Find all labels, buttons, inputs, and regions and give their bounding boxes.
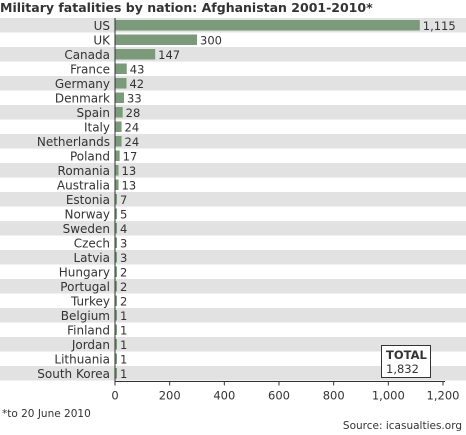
bar (115, 339, 117, 350)
value-label: 4 (120, 222, 127, 236)
value-label: 17 (123, 149, 138, 163)
bar (115, 20, 420, 31)
value-label: 42 (129, 77, 144, 91)
value-label: 28 (126, 106, 141, 120)
x-tick-label: 800 (323, 389, 345, 403)
category-label: UK (93, 33, 111, 47)
source-note: Source: icasualties.org (342, 420, 462, 432)
category-label: Hungary (59, 265, 110, 279)
bar (115, 179, 119, 190)
bar (115, 353, 117, 364)
bar (115, 252, 117, 263)
bar (115, 310, 117, 321)
value-label: 147 (158, 48, 180, 62)
category-label: France (70, 62, 110, 76)
row-stripe (0, 105, 466, 120)
value-label: 2 (120, 265, 127, 279)
category-label: US (94, 19, 110, 33)
category-label: Canada (64, 48, 110, 62)
category-label: Poland (70, 149, 110, 163)
value-label: 1 (120, 338, 127, 352)
total-label: TOTAL (386, 348, 427, 362)
category-label: Netherlands (37, 135, 110, 149)
x-tick-label: 0 (111, 389, 118, 403)
bar (115, 107, 123, 118)
bar (115, 208, 117, 219)
bar (115, 121, 122, 132)
bar (115, 136, 122, 147)
chart-title: Military fatalities by nation: Afghanist… (0, 0, 373, 15)
bar (115, 165, 119, 176)
category-label: Denmark (55, 91, 110, 105)
category-label: Germany (55, 77, 110, 91)
category-label: Czech (74, 236, 110, 250)
bar (115, 324, 117, 335)
value-label: 300 (200, 33, 222, 47)
category-label: Spain (76, 106, 110, 120)
category-label: Australia (57, 178, 110, 192)
category-label: Sweden (63, 222, 110, 236)
value-label: 2 (120, 294, 127, 308)
bar (115, 63, 127, 74)
value-label: 13 (122, 164, 137, 178)
value-label: 24 (125, 135, 140, 149)
value-label: 13 (122, 178, 137, 192)
bar (115, 49, 156, 60)
value-label: 1 (120, 367, 127, 381)
category-label: Latvia (73, 251, 110, 265)
category-label: South Korea (37, 367, 110, 381)
category-label: Turkey (70, 294, 110, 308)
category-label: Jordan (71, 338, 110, 352)
value-label: 1 (120, 352, 127, 366)
category-label: Portugal (60, 280, 110, 294)
bar (115, 237, 117, 248)
total-value: 1,832 (386, 362, 419, 376)
value-label: 7 (120, 193, 127, 207)
x-tick-label: 1,200 (427, 389, 460, 403)
category-label: Romania (58, 164, 110, 178)
bar (115, 266, 117, 277)
bar (115, 78, 127, 89)
x-tick-label: 1,000 (372, 389, 405, 403)
bar (115, 368, 117, 379)
bar (115, 223, 117, 234)
bar (115, 194, 117, 205)
bar (115, 295, 117, 306)
value-label: 1,115 (423, 19, 456, 33)
category-label: Lithuania (54, 352, 110, 366)
x-tick-label: 400 (213, 389, 235, 403)
value-label: 1 (120, 309, 127, 323)
value-label: 43 (130, 62, 145, 76)
category-label: Norway (64, 207, 110, 221)
bar (115, 34, 197, 45)
bar (115, 281, 117, 292)
value-label: 3 (120, 251, 127, 265)
category-label: Estonia (66, 193, 110, 207)
value-label: 2 (120, 280, 127, 294)
value-label: 33 (127, 91, 142, 105)
value-label: 3 (120, 236, 127, 250)
bar (115, 150, 120, 161)
total-box: TOTAL 1,832 (381, 345, 431, 378)
value-label: 1 (120, 323, 127, 337)
category-label: Italy (84, 120, 110, 134)
x-tick-label: 200 (159, 389, 181, 403)
value-label: 5 (120, 207, 127, 221)
value-label: 24 (125, 120, 140, 134)
bar (115, 92, 125, 103)
category-label: Finland (67, 323, 110, 337)
category-label: Belgium (61, 309, 110, 323)
x-tick-label: 600 (268, 389, 290, 403)
row-stripe (0, 250, 466, 265)
footnote: *to 20 June 2010 (2, 408, 91, 420)
